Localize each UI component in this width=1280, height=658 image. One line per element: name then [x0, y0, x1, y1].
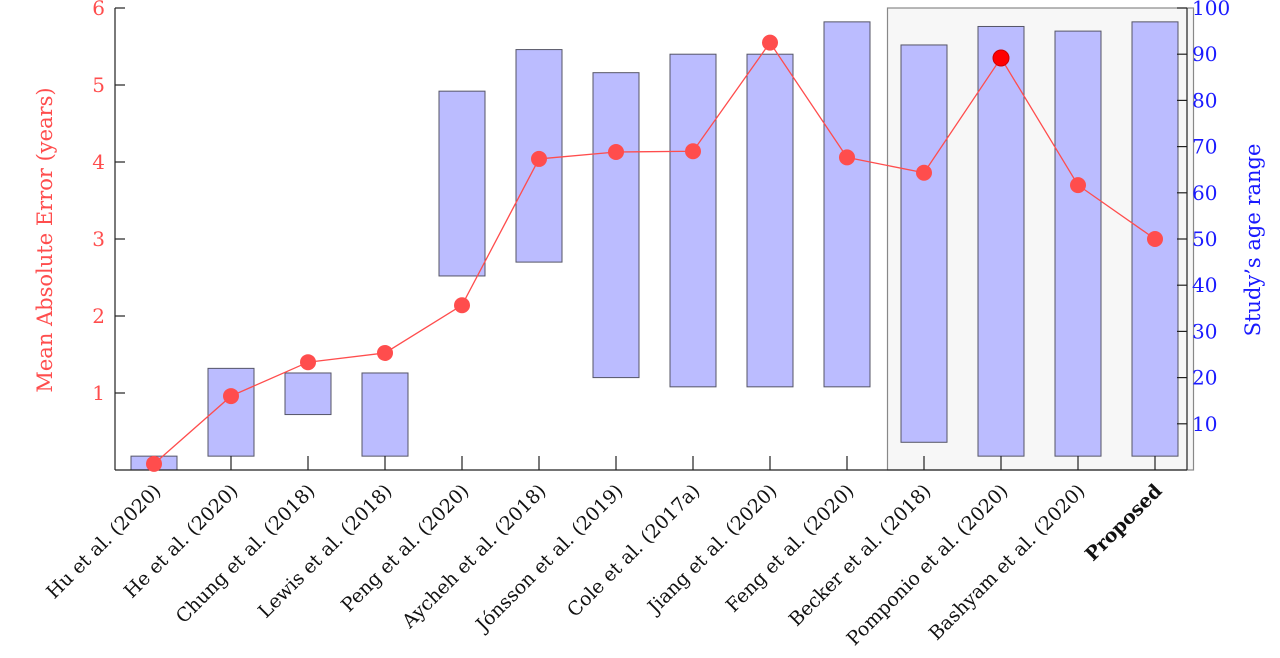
mae-point — [300, 354, 316, 371]
mae-line-series — [146, 34, 1163, 472]
y-right-tick-label: 60 — [1192, 181, 1217, 205]
category-label: Proposed — [1081, 480, 1167, 566]
mae-point — [223, 388, 239, 405]
y-right-tick-label: 70 — [1192, 135, 1217, 159]
mae-point — [762, 34, 778, 51]
mae-point — [454, 297, 470, 314]
category-label: Chung et al. (2018) — [172, 480, 320, 628]
mae-point — [1070, 177, 1086, 194]
mae-point — [146, 455, 162, 472]
y-right-tick-label: 100 — [1192, 0, 1230, 20]
age-range-bar — [284, 372, 332, 416]
y-left-tick-label: 3 — [92, 227, 105, 251]
mae-point — [1147, 231, 1163, 247]
y-left-tick-label: 1 — [92, 381, 105, 405]
y-axis-right-title: Study’s age range — [1241, 144, 1265, 337]
mae-point — [608, 143, 624, 160]
category-label: Aycheh et al. (2018) — [397, 480, 550, 633]
mae-line — [153, 41, 1156, 465]
mae-point — [531, 150, 547, 167]
mae-point — [685, 143, 701, 160]
y-right-tick-label: 80 — [1192, 88, 1217, 112]
age-range-bar — [361, 372, 409, 457]
mae-point — [377, 344, 393, 361]
age-range-bar — [746, 53, 794, 388]
category-label: Feng et al. (2020) — [722, 480, 859, 617]
category-label: Pomponio et al. (2020) — [843, 480, 1013, 650]
y-left-tick-label: 6 — [92, 0, 105, 20]
y-right-tick-label: 10 — [1192, 412, 1217, 436]
y-axis-left-title: Mean Absolute Error (years) — [33, 87, 57, 392]
age-range-bar — [823, 21, 871, 388]
y-right-tick-label: 40 — [1192, 273, 1217, 297]
age-range-bar — [438, 90, 486, 277]
age-range-bar — [592, 72, 640, 379]
age-range-bar — [669, 53, 717, 388]
category-label: Becker et al. (2018) — [785, 480, 936, 631]
category-label: Bashyam et al. (2020) — [925, 480, 1090, 645]
y-left-tick-label: 4 — [92, 150, 105, 174]
mae-point — [992, 49, 1010, 67]
y-left-tick-label: 5 — [92, 73, 105, 97]
age-range-bar — [900, 44, 948, 443]
category-label: Lewis et al. (2018) — [254, 480, 397, 623]
age-range-bars — [130, 21, 1179, 471]
age-range-bar — [977, 25, 1025, 457]
y-right-tick-label: 30 — [1192, 319, 1217, 343]
category-labels: Hu et al. (2020)He et al. (2020)Chung et… — [42, 480, 1166, 650]
category-label: Jiang et al. (2020) — [642, 480, 781, 619]
category-label: Peng et al. (2020) — [337, 480, 474, 617]
age-range-bar — [207, 367, 255, 457]
y-right-tick-label: 90 — [1192, 42, 1217, 66]
category-label: Cole et al. (2017a) — [563, 480, 705, 622]
y-right-tick-label: 20 — [1192, 366, 1217, 390]
category-label: Jónsson et al. (2019) — [470, 480, 627, 637]
age-range-bar — [1054, 30, 1102, 457]
mae-point — [839, 149, 855, 166]
y-right-tick-label: 50 — [1192, 227, 1217, 251]
y-left-tick-label: 2 — [92, 304, 105, 328]
mae-point — [916, 164, 932, 181]
axes: 1 2 3 4 5 6 10 20 30 40 50 60 70 80 90 100 — [92, 0, 1230, 471]
